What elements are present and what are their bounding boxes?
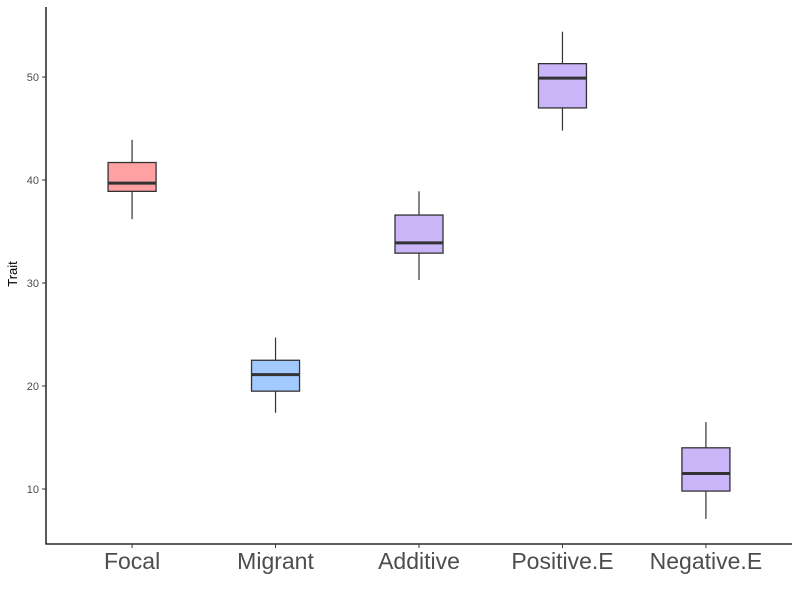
box-positive-e (537, 31, 588, 131)
x-tick-label: Positive.E (511, 548, 613, 574)
box-body (107, 161, 157, 193)
box-body (681, 447, 731, 492)
y-tick-label: 40 (27, 175, 39, 187)
box-body (394, 214, 444, 254)
x-tick-label: Additive (378, 548, 460, 574)
x-tick-label: Negative.E (650, 548, 763, 574)
y-tick-label: 20 (27, 381, 39, 393)
box-migrant (250, 337, 301, 413)
x-tick-label: Migrant (237, 548, 314, 574)
box-negative-e (681, 422, 731, 519)
box-additive (394, 191, 444, 280)
y-ticks: 10 20 30 40 50 (27, 72, 46, 496)
box-body (537, 62, 588, 109)
y-axis-title: Trait (5, 261, 20, 287)
y-tick-label: 10 (27, 484, 39, 496)
y-tick-label: 30 (27, 278, 39, 290)
box-focal (107, 139, 157, 220)
x-ticks: Focal Migrant Additive Positive.E Negative.E (104, 544, 762, 574)
x-tick-label: Focal (104, 548, 160, 574)
boxes (107, 31, 731, 519)
y-tick-label: 50 (27, 72, 39, 84)
